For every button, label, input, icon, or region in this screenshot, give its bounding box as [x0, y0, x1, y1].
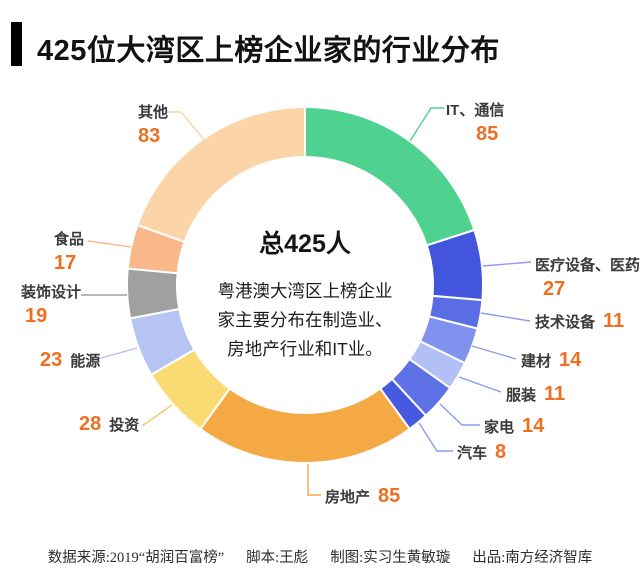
- label-real-estate: 房地产 85: [325, 485, 400, 508]
- label-decoration-design-value: 19: [25, 305, 48, 327]
- segment-real-estate: [198, 387, 412, 464]
- total-count: 总425人: [259, 230, 351, 258]
- page-title: 425位大湾区上榜企业家的行业分布: [37, 35, 500, 67]
- title-accent-bar: [11, 22, 22, 66]
- label-food-name: 食品: [54, 231, 85, 248]
- description-line-1: 粤港澳大湾区上榜企业: [217, 281, 393, 301]
- segment-decoration-design: [126, 267, 181, 320]
- label-food-value: 17: [54, 252, 77, 274]
- label-it-telecom: IT、通信 85: [446, 99, 504, 146]
- label-tech-equipment-name: 技术设备: [535, 314, 596, 331]
- label-decoration-design: 装饰设计 19: [21, 281, 81, 328]
- label-medical-value: 27: [543, 278, 566, 300]
- label-medical: 医疗设备、医药 27: [535, 254, 640, 301]
- credits-footer: 数据来源:2019“胡润百富榜” 脚本:王彪 制图:实习生黄敏璇 出品:南方经济…: [0, 546, 640, 567]
- label-food: 食品 17: [54, 228, 84, 275]
- leader-line-others: [167, 111, 207, 143]
- label-home-appliances-value: 14: [522, 415, 545, 437]
- label-decoration-design-name: 装饰设计: [21, 284, 82, 301]
- leader-line-real-estate: [307, 464, 321, 496]
- credit-data-source: 数据来源:2019“胡润百富榜”: [47, 550, 225, 566]
- label-investment-name: 投资: [109, 417, 140, 434]
- label-building-materials: 建材 14: [521, 349, 581, 372]
- label-investment: 28 投资: [79, 413, 139, 436]
- label-others-value: 83: [138, 125, 161, 147]
- label-apparel-value: 11: [544, 383, 566, 405]
- leader-line-building-materials: [471, 345, 517, 360]
- credit-script: 脚本:王彪: [246, 550, 309, 566]
- label-auto-name: 汽车: [457, 445, 488, 462]
- description-line-2: 家主要分布在制造业、: [217, 310, 393, 330]
- label-energy-value: 23: [40, 349, 63, 371]
- label-tech-equipment: 技术设备 11: [535, 310, 624, 333]
- label-apparel-name: 服装: [506, 387, 537, 404]
- leader-line-medical: [482, 261, 532, 267]
- credit-producer: 出品:南方经济智库: [472, 550, 593, 566]
- label-apparel: 服装 11: [506, 383, 565, 406]
- leader-line-it-telecom: [409, 107, 444, 142]
- label-it-telecom-name: IT、通信: [446, 102, 505, 119]
- label-real-estate-name: 房地产: [325, 489, 371, 506]
- chart-description: 粤港澳大湾区上榜企业 家主要分布在制造业、 房地产行业和IT业。: [195, 277, 415, 364]
- leader-line-apparel: [458, 376, 502, 393]
- label-home-appliances-name: 家电: [484, 419, 515, 436]
- label-real-estate-value: 85: [378, 485, 401, 507]
- credit-graphics: 制图:实习生黄敏璇: [330, 550, 451, 566]
- leader-line-tech-equipment: [480, 312, 531, 322]
- leader-line-auto: [418, 422, 453, 452]
- leader-line-food: [87, 240, 132, 248]
- label-auto: 汽车 8: [457, 441, 506, 464]
- chart-center-text: 总425人 粤港澳大湾区上榜企业 家主要分布在制造业、 房地产行业和IT业。: [195, 224, 415, 364]
- label-home-appliances: 家电 14: [484, 415, 544, 438]
- segment-others: [136, 105, 306, 244]
- label-it-telecom-value: 85: [476, 123, 499, 145]
- label-investment-value: 28: [79, 413, 102, 435]
- label-others: 其他 83: [138, 101, 168, 148]
- label-tech-equipment-value: 11: [603, 310, 625, 332]
- label-building-materials-name: 建材: [521, 353, 552, 370]
- label-energy-name: 能源: [70, 353, 101, 370]
- label-auto-value: 8: [495, 441, 507, 463]
- label-medical-name: 医疗设备、医药: [535, 257, 640, 274]
- leader-line-energy: [93, 347, 138, 361]
- label-energy: 23 能源: [40, 349, 100, 372]
- leader-line-investment: [141, 404, 173, 427]
- leader-line-home-appliances: [439, 403, 480, 426]
- label-building-materials-value: 14: [559, 349, 582, 371]
- label-others-name: 其他: [138, 104, 169, 121]
- description-line-3: 房地产行业和IT业。: [227, 339, 383, 359]
